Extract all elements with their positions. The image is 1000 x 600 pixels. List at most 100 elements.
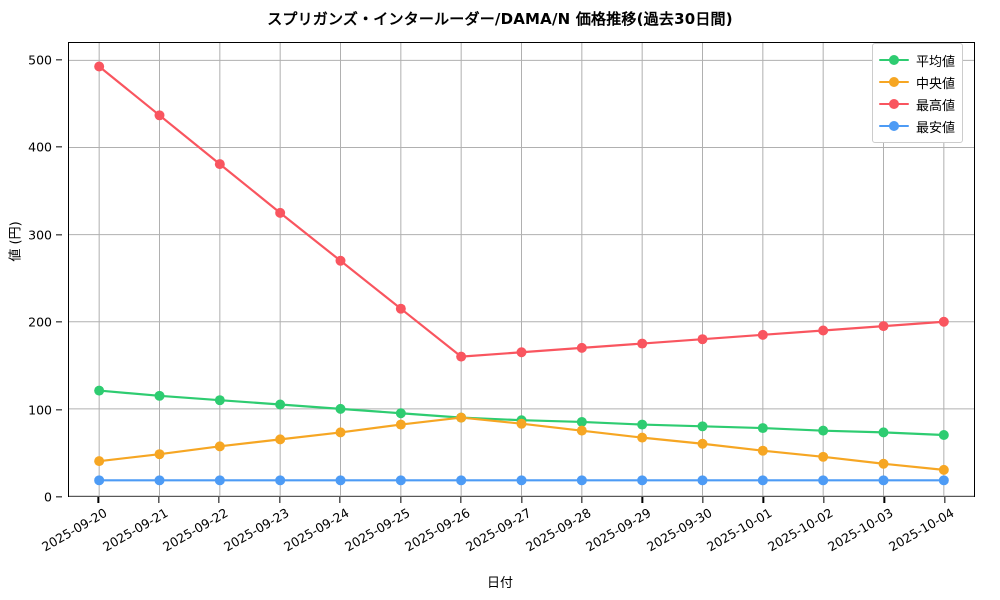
data-point-marker	[938, 475, 949, 486]
data-point-marker	[938, 316, 949, 327]
data-point-marker	[154, 390, 165, 401]
x-tick-mark	[158, 497, 160, 503]
data-point-marker	[818, 425, 829, 436]
x-tick-label: 2025-10-02	[764, 505, 836, 555]
legend-label: 平均値	[916, 54, 956, 70]
data-point-marker	[878, 427, 889, 438]
data-point-marker	[757, 445, 768, 456]
x-tick-mark	[218, 497, 220, 503]
data-point-marker	[516, 347, 527, 358]
data-point-marker	[214, 395, 225, 406]
y-tick-mark	[56, 408, 62, 411]
x-tick-mark	[944, 497, 946, 503]
y-tick-mark	[56, 496, 62, 498]
data-point-marker	[697, 475, 708, 486]
legend-item[interactable]: 中央値	[879, 71, 955, 93]
data-point-marker	[214, 475, 225, 486]
legend-label: 中央値	[916, 76, 956, 92]
data-point-marker	[637, 432, 648, 443]
data-point-marker	[335, 427, 346, 438]
data-point-marker	[576, 475, 587, 486]
data-point-marker	[275, 475, 286, 486]
data-point-marker	[576, 342, 587, 353]
data-point-marker	[938, 430, 949, 440]
y-axis-tick-labels: 0 100 200 300 400 500	[0, 42, 62, 505]
x-axis-tick-labels: 2025-09-20 2025-09-21 2025-09-22 2025-09-23…	[0, 497, 1000, 577]
legend-swatch-icon	[879, 97, 909, 111]
data-point-marker	[637, 338, 648, 349]
x-tick-mark	[520, 497, 523, 503]
series-line	[98, 65, 945, 358]
data-point-marker	[576, 416, 587, 427]
x-tick-label: 2025-09-20	[39, 505, 110, 555]
data-point-marker	[275, 399, 286, 410]
data-point-marker	[757, 423, 768, 434]
data-point-marker	[697, 334, 708, 345]
plot-area	[68, 42, 975, 497]
x-tick-label: 2025-09-25	[341, 505, 413, 555]
x-tick-mark	[641, 497, 644, 503]
data-point-marker	[214, 159, 225, 170]
data-point-marker	[878, 458, 889, 469]
data-point-marker	[938, 464, 949, 475]
x-tick-mark	[97, 497, 99, 503]
y-tick-label: 500	[28, 52, 52, 67]
data-point-marker	[335, 475, 346, 486]
legend-item[interactable]: 最高値	[879, 93, 955, 115]
data-point-marker	[94, 385, 105, 396]
x-tick-label: 2025-09-22	[160, 505, 231, 555]
data-point-marker	[335, 255, 346, 266]
data-point-marker	[154, 449, 165, 460]
x-tick-mark	[883, 497, 885, 503]
y-tick-label: 200	[28, 314, 52, 330]
data-point-marker	[516, 475, 527, 486]
x-tick-label: 2025-09-29	[583, 505, 654, 555]
data-point-marker	[818, 475, 829, 486]
x-tick-label: 2025-09-21	[99, 505, 171, 555]
data-point-marker	[275, 207, 286, 218]
data-point-marker	[94, 456, 105, 467]
x-tick-mark	[278, 497, 281, 503]
legend-label: 最高値	[916, 98, 956, 114]
y-tick-mark	[56, 321, 62, 323]
x-tick-mark	[399, 497, 402, 503]
x-tick-label: 2025-10-01	[704, 505, 775, 555]
data-point-marker	[395, 408, 406, 419]
data-point-marker	[94, 61, 105, 72]
data-point-marker	[94, 475, 105, 486]
y-tick-label: 0	[44, 489, 52, 505]
legend-swatch-icon	[879, 119, 909, 133]
y-tick-mark	[56, 58, 62, 61]
data-point-marker	[395, 303, 406, 314]
x-axis-label: 日付	[486, 576, 513, 591]
x-tick-label: 2025-09-28	[523, 505, 594, 555]
x-tick-label: 2025-09-24	[281, 505, 352, 555]
x-tick-label: 2025-09-23	[220, 505, 292, 555]
data-point-marker	[456, 351, 467, 362]
x-tick-label: 2025-10-03	[825, 505, 896, 555]
x-tick-mark	[460, 497, 462, 503]
legend-label: 最安値	[916, 120, 956, 136]
data-point-marker	[576, 425, 587, 436]
data-point-marker	[154, 475, 165, 486]
data-point-marker	[456, 475, 467, 486]
data-point-marker	[456, 412, 467, 423]
y-tick-label: 100	[28, 402, 52, 417]
data-point-marker	[516, 418, 527, 429]
data-point-marker	[637, 475, 648, 486]
x-tick-mark	[823, 497, 825, 503]
x-tick-label: 2025-10-04	[885, 505, 957, 555]
data-point-marker	[275, 434, 286, 445]
chart-title: スプリガンズ・インタールーダー/DAMA/N 価格推移(過去30日間)	[267, 10, 733, 28]
data-point-marker	[697, 421, 708, 432]
data-point-marker	[878, 321, 889, 332]
x-tick-label: 2025-09-26	[402, 505, 473, 555]
data-point-marker	[154, 110, 165, 121]
legend-item[interactable]: 平均値	[879, 49, 955, 71]
chart-legend: 平均値中央値最高値最安値	[872, 43, 964, 143]
legend-item[interactable]: 最安値	[879, 115, 955, 137]
x-tick-mark	[762, 497, 765, 503]
data-point-marker	[395, 419, 406, 430]
x-tick-label: 2025-09-27	[462, 505, 533, 555]
